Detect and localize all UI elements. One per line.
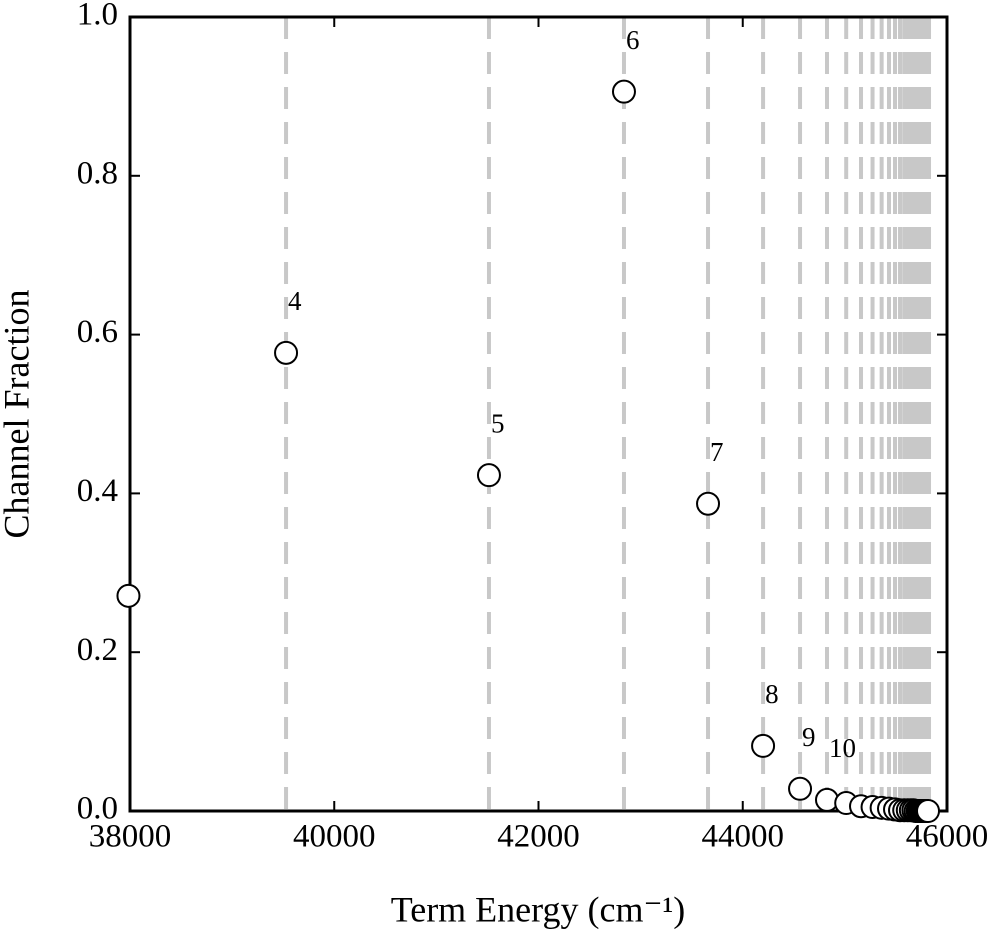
x-tick-label: 42000 (497, 819, 580, 855)
x-axis-label: Term Energy (cm⁻¹) (391, 889, 686, 929)
x-tick-label: 40000 (293, 819, 376, 855)
x-tick-label: 38000 (89, 819, 172, 855)
y-tick-label: 1.0 (77, 0, 118, 33)
y-tick-label: 0.6 (77, 314, 118, 350)
data-point (751, 733, 776, 758)
x-tick-label: 44000 (702, 819, 785, 855)
y-tick-label: 0.4 (77, 473, 118, 509)
point-label: 10 (829, 733, 856, 763)
point-label: 8 (765, 679, 779, 709)
point-label: 7 (710, 437, 724, 467)
y-tick-label: 0.0 (77, 791, 118, 827)
data-point (696, 491, 721, 516)
point-label: 5 (491, 408, 505, 438)
y-tick-label: 0.8 (77, 155, 118, 191)
data-point (476, 463, 501, 488)
data-point (611, 79, 636, 104)
plot-frame (128, 15, 949, 813)
y-tick-label: 0.2 (77, 632, 118, 668)
point-label: 4 (288, 286, 302, 316)
data-point (788, 776, 813, 801)
y-axis-label: Channel Fraction (0, 290, 36, 539)
data-point (916, 799, 941, 823)
point-label: 6 (626, 25, 640, 55)
point-label: 9 (802, 722, 816, 752)
x-tick-label: 46000 (906, 819, 989, 855)
data-point (116, 583, 141, 608)
data-point (274, 340, 299, 365)
